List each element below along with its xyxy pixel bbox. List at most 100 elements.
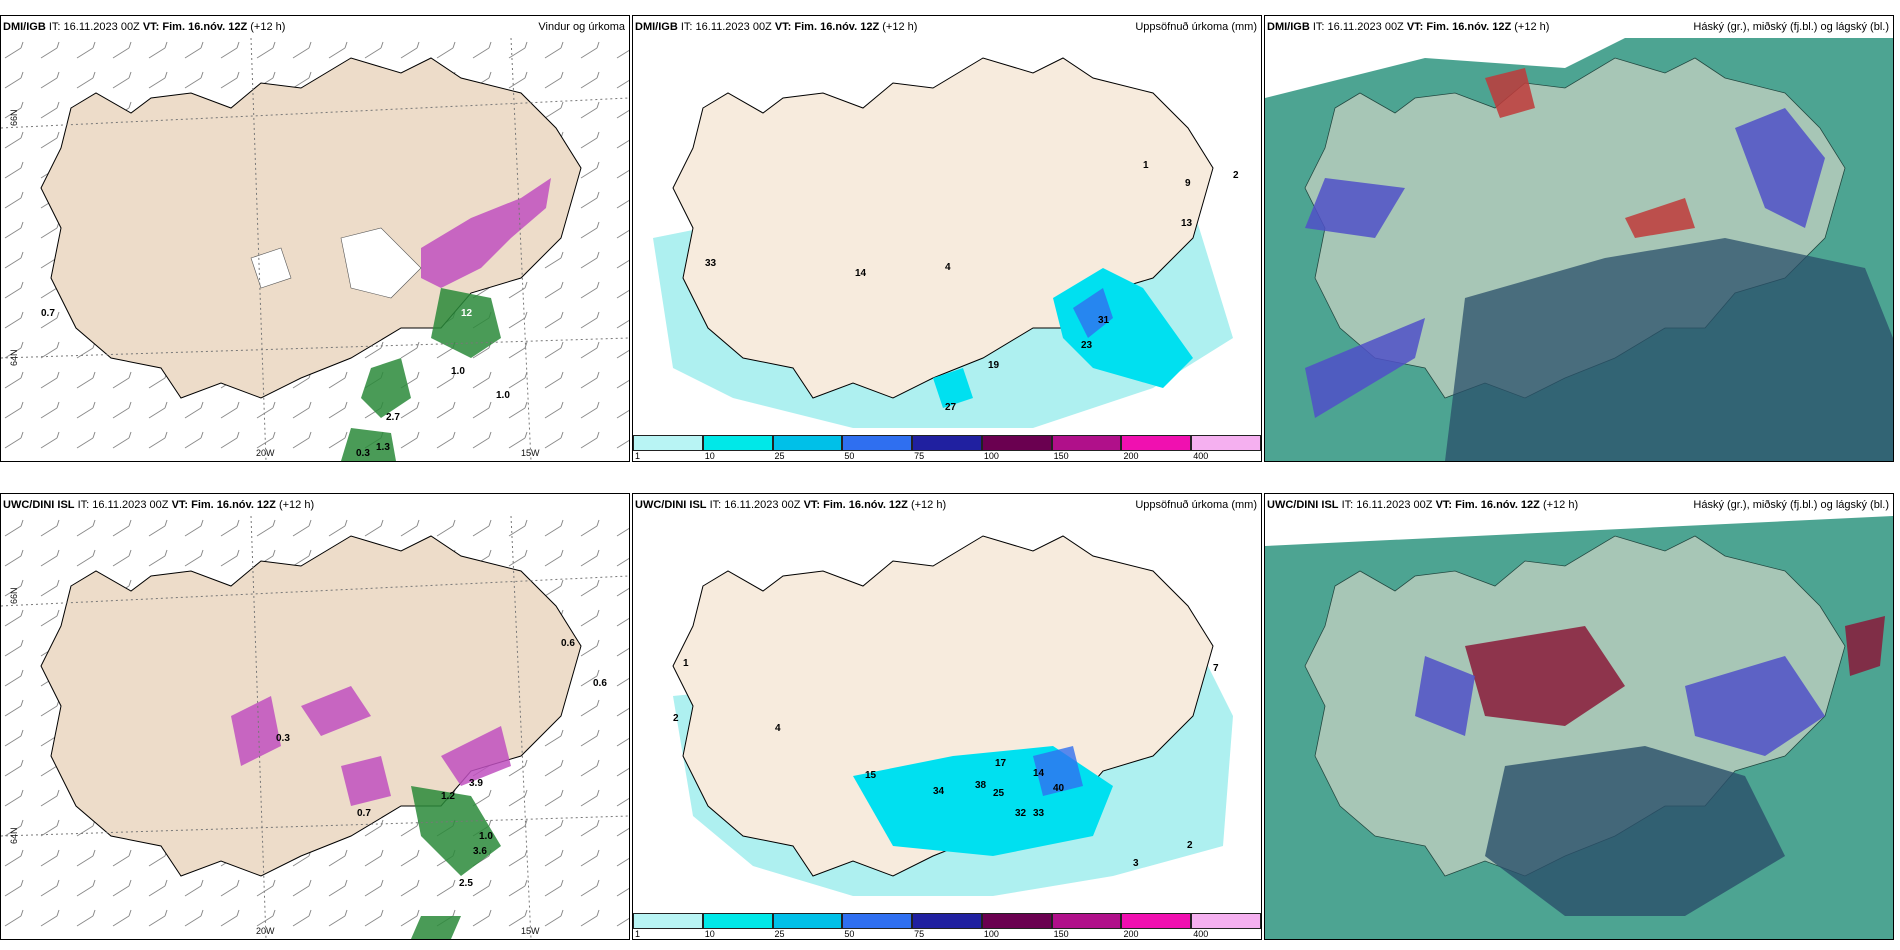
- legend-swatch: [702, 913, 773, 929]
- lat-label-66n: 66N: [9, 587, 19, 604]
- legend-swatch: [633, 913, 703, 929]
- init-time: 16.11.2023 00Z: [724, 499, 801, 511]
- wind-map-svg: 20W 15W 66N 64N 0.7 12 1.0 2.7 1.3 1.0 0…: [1, 38, 629, 461]
- precip-value: 40: [1053, 783, 1065, 794]
- precip-value: 2: [1233, 170, 1239, 181]
- valid-time: Fim. 16.nóv. 12Z: [1426, 21, 1512, 33]
- panel-header: DMI/IGB IT: 16.11.2023 00Z VT: Fim. 16.n…: [1265, 16, 1893, 38]
- legend-swatch: [981, 435, 1052, 451]
- lat-label-66n: 66N: [9, 109, 19, 126]
- legend-swatch: [1051, 913, 1122, 929]
- cloud-high-purple: [1305, 108, 1825, 418]
- precip-value: 0.6: [561, 638, 575, 649]
- model-name: DMI/IGB: [3, 21, 46, 33]
- it-label: IT:: [680, 21, 693, 33]
- model-name: UWC/DINI ISL: [1267, 499, 1339, 511]
- legend-label: 150: [1053, 451, 1069, 461]
- precip-value: 31: [1098, 315, 1110, 326]
- legend-swatch: [702, 435, 773, 451]
- vt-label: VT:: [1435, 499, 1453, 511]
- legend-label: 200: [1123, 929, 1139, 939]
- vt-label: VT:: [803, 499, 821, 511]
- precip-cyan: [933, 268, 1193, 408]
- legend-label: 200: [1123, 451, 1139, 461]
- legend-swatch: [633, 435, 703, 451]
- cloud-panel-dmi: DMI/IGB IT: 16.11.2023 00Z VT: Fim. 16.n…: [1264, 15, 1894, 462]
- precip-blue: [1073, 288, 1113, 338]
- forecast-offset: (+12 h): [882, 21, 918, 33]
- precip-value: 17: [995, 758, 1007, 769]
- precip-value: 1.0: [451, 366, 465, 377]
- forecast-offset: (+12 h): [250, 21, 286, 33]
- legend-swatch: [981, 913, 1052, 929]
- cloud-high-purple: [1415, 656, 1825, 756]
- precip-value: 33: [1033, 808, 1045, 819]
- precip-green: [341, 288, 501, 461]
- precip-value: 1.0: [479, 831, 493, 842]
- init-time: 16.11.2023 00Z: [695, 21, 772, 33]
- lat-label-64n: 64N: [9, 827, 19, 844]
- legend-swatch: [842, 435, 913, 451]
- cloud-mid-navy: [1445, 238, 1893, 461]
- init-time: 16.11.2023 00Z: [1356, 499, 1433, 511]
- map-area: [1265, 516, 1893, 939]
- precip-value: 4: [945, 262, 951, 273]
- map-area: 20W 15W 66N 64N 0.6 0.6 0.3 0.7 1.2 3.9 …: [1, 516, 629, 939]
- panel-title: Háský (gr.), miðský (fj.bl.) og lágský (…: [1693, 499, 1889, 511]
- precip-value: 14: [1033, 768, 1045, 779]
- precip-value: 33: [705, 258, 717, 269]
- legend-label: 150: [1053, 929, 1069, 939]
- it-label: IT:: [709, 499, 722, 511]
- panel-title: Uppsöfnuð úrkoma (mm): [1135, 499, 1257, 511]
- cloud-mid-navy: [1485, 746, 1785, 916]
- precip-value: 13: [1181, 218, 1193, 229]
- precip-value: 3: [1133, 858, 1139, 869]
- precip-value: 4: [775, 723, 781, 734]
- forecast-offset: (+12 h): [1542, 499, 1579, 511]
- precip-value: 3.9: [469, 778, 483, 789]
- precip-value: 7: [1213, 663, 1219, 674]
- accum-map-svg: 1 2 4 15 25 34 38 32 33 14 17 40 7 3 2: [672, 535, 1233, 896]
- panel-title: Uppsöfnuð úrkoma (mm): [1135, 21, 1257, 33]
- precip-value: 1.2: [441, 791, 455, 802]
- precip-value: 1: [1143, 160, 1149, 171]
- cloud-map-svg: [1265, 38, 1893, 461]
- legend-swatch: [772, 913, 843, 929]
- panel-header: UWC/DINI ISL IT: 16.11.2023 00Z VT: Fim.…: [633, 494, 1261, 516]
- legend-swatch: [842, 913, 913, 929]
- precip-value: 9: [1185, 178, 1191, 189]
- glacier-white: [250, 227, 422, 299]
- legend-swatch: [1191, 913, 1261, 929]
- vt-label: VT:: [171, 499, 189, 511]
- forecast-offset: (+12 h): [910, 499, 947, 511]
- accum-precip-panel-uwc: UWC/DINI ISL IT: 16.11.2023 00Z VT: Fim.…: [632, 493, 1262, 940]
- map-area: 1 2 4 15 25 34 38 32 33 14 17 40 7 3 2: [633, 516, 1261, 939]
- precip-value: 1: [683, 658, 689, 669]
- cloud-panel-uwc: UWC/DINI ISL IT: 16.11.2023 00Z VT: Fim.…: [1264, 493, 1894, 940]
- panel-title: Vindur og úrkoma: [538, 21, 625, 33]
- valid-time: Fim. 16.nóv. 12Z: [823, 499, 908, 511]
- lon-label-20w: 20W: [256, 448, 275, 458]
- precip-value: 12: [461, 308, 473, 319]
- panel-header: DMI/IGB IT: 16.11.2023 00Z VT: Fim. 16.n…: [633, 16, 1261, 38]
- valid-time: Fim. 16.nóv. 12Z: [1455, 499, 1540, 511]
- legend-label: 400: [1193, 451, 1209, 461]
- precip-value: 23: [1081, 340, 1093, 351]
- legend-label: 25: [774, 929, 785, 939]
- precip-value: 0.7: [357, 808, 371, 819]
- precip-value: 1.0: [496, 390, 510, 401]
- lon-label-15w: 15W: [521, 926, 540, 936]
- vt-label: VT:: [1406, 21, 1424, 33]
- lon-label-20w: 20W: [256, 926, 275, 936]
- it-label: IT:: [77, 499, 90, 511]
- precip-value: 27: [945, 402, 957, 413]
- forecast-offset: (+12 h): [1514, 21, 1550, 33]
- legend-label: 400: [1193, 929, 1209, 939]
- precip-color-legend: 1 10 25 50 75 100 150 200 400: [633, 913, 1261, 939]
- panel-header: DMI/IGB IT: 16.11.2023 00Z VT: Fim. 16.n…: [1, 16, 629, 38]
- precip-value: 15: [865, 770, 877, 781]
- precip-value: 2.7: [386, 412, 400, 423]
- valid-time: Fim. 16.nóv. 12Z: [794, 21, 880, 33]
- legend-label: 50: [844, 929, 855, 939]
- vt-label: VT:: [142, 21, 160, 33]
